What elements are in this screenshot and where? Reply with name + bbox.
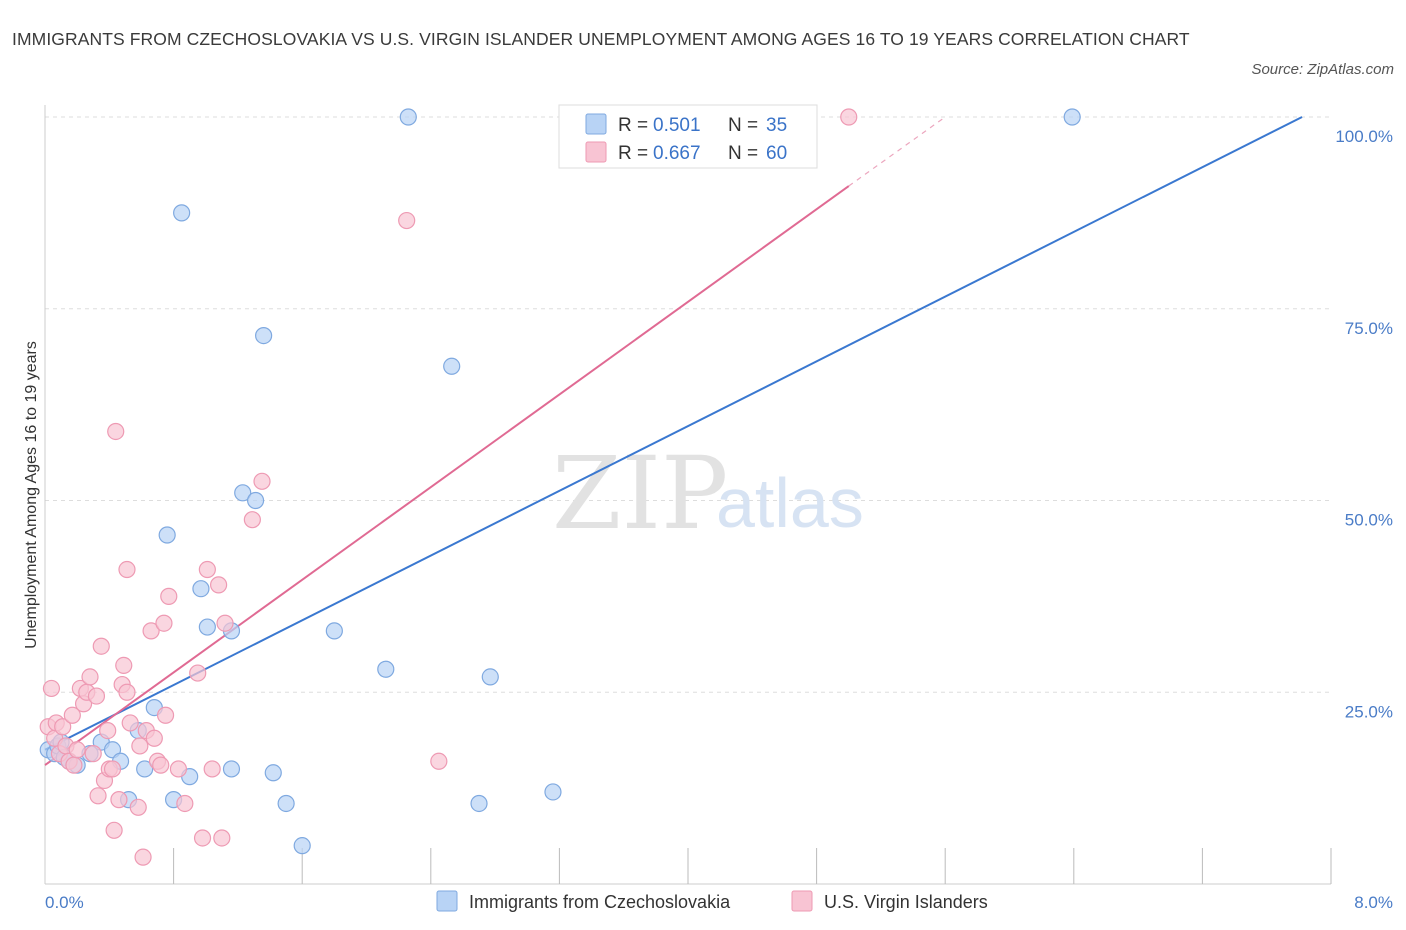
point-blue-24 [246,491,265,510]
watermark-zip: ZIP [552,435,728,552]
point-pink-33 [134,848,152,866]
point-pink-32 [131,737,149,755]
bottom-legend-swatch-blue [436,890,458,912]
point-pink-25 [110,791,128,809]
point-pink-30 [121,714,139,732]
point-pink-22 [103,760,122,778]
point-pink-38 [152,756,170,774]
point-pink-51 [243,511,261,529]
point-blue-15 [158,526,176,544]
legend-n-label-pink: N = [728,143,758,164]
point-pink-5 [54,718,72,736]
point-pink-18 [92,637,110,655]
point-pink-17 [89,787,107,805]
y-tick-label-75: 75.0% [1345,319,1393,338]
point-blue-23 [234,484,252,502]
point-pink-48 [210,576,228,594]
point-pink-47 [203,760,221,778]
x-tick-label-max: 8.0% [1354,893,1393,912]
point-blue-36 [1063,108,1081,126]
point-blue-35 [544,783,562,801]
point-pink-20 [99,721,117,740]
point-pink-16 [87,687,106,705]
point-pink-29 [118,560,136,579]
point-pink-27 [115,656,133,675]
legend-r-value-pink: 0.667 [653,143,701,164]
y-tick-label-25: 25.0% [1345,702,1393,721]
point-blue-33 [470,794,488,813]
point-pink-50 [216,614,234,632]
point-blue-27 [277,794,295,813]
point-blue-28 [293,837,311,855]
point-blue-13 [136,760,154,778]
point-pink-41 [160,587,178,605]
x-tick-label-min: 0.0% [45,893,84,912]
point-pink-55 [840,108,858,126]
point-pink-46 [198,560,216,579]
point-blue-19 [192,580,210,598]
point-pink-28 [118,683,136,701]
trend-layer [44,116,1303,766]
legend-n-label-blue: N = [728,115,758,136]
point-pink-39 [155,614,173,632]
bottom-legend-swatch-pink [791,890,813,912]
bottom-legend: Immigrants from Czechoslovakia U.S. Virg… [436,890,988,912]
point-pink-49 [213,829,231,847]
point-blue-32 [443,357,461,375]
point-pink-40 [156,706,175,724]
bottom-legend-label-pink: U.S. Virgin Islanders [824,892,988,912]
axis-layer: 25.0% 50.0% 75.0% 100.0% 0.0% 8.0% [44,105,1393,912]
point-blue-20 [198,618,216,636]
points-layer [39,108,1081,866]
point-pink-10 [68,741,86,759]
legend-r-value-blue: 0.501 [653,115,701,136]
point-pink-8 [63,706,81,724]
point-pink-15 [84,745,102,763]
point-blue-34 [481,668,499,686]
legend-r-label-pink: R = [618,143,648,164]
y-tick-label-50: 50.0% [1345,511,1393,530]
point-pink-23 [105,821,123,839]
legend-swatch-blue [585,113,607,135]
point-blue-26 [264,764,282,782]
point-pink-54 [430,752,448,770]
point-pink-35 [142,622,160,640]
point-pink-52 [253,472,271,490]
point-pink-9 [65,756,83,774]
point-pink-14 [81,668,99,686]
watermark-atlas: atlas [716,464,864,542]
point-pink-43 [176,794,194,813]
trendline-pink [44,185,850,766]
y-tick-label-100: 100.0% [1335,127,1393,146]
point-pink-36 [145,729,163,747]
chart-title: IMMIGRANTS FROM CZECHOSLOVAKIA VS U.S. V… [12,29,1190,49]
point-blue-29 [325,622,343,640]
point-blue-30 [377,660,395,678]
legend-swatch-pink [585,141,607,163]
trendline-extension-pink [848,116,946,187]
point-pink-31 [129,798,147,816]
grid-layer [45,116,1331,693]
point-pink-24 [107,422,125,441]
point-pink-53 [398,211,416,230]
legend-n-value-pink: 60 [766,143,787,164]
trendline-blue [44,116,1303,751]
point-pink-1 [42,679,61,698]
legend: R = 0.501 N = 35 R = 0.667 N = 60 [558,104,818,169]
point-pink-44 [189,664,207,682]
y-axis-label: Unemployment Among Ages 16 to 19 years [23,341,40,649]
legend-n-value-blue: 35 [766,115,787,136]
point-blue-31 [399,108,417,126]
bottom-legend-label-blue: Immigrants from Czechoslovakia [469,892,731,912]
point-blue-25 [255,326,273,345]
point-blue-22 [222,760,241,778]
point-pink-42 [169,760,188,778]
legend-r-label-blue: R = [618,115,648,136]
point-blue-17 [173,204,191,222]
source-credit: Source: ZipAtlas.com [1251,61,1394,78]
point-pink-45 [193,829,212,847]
